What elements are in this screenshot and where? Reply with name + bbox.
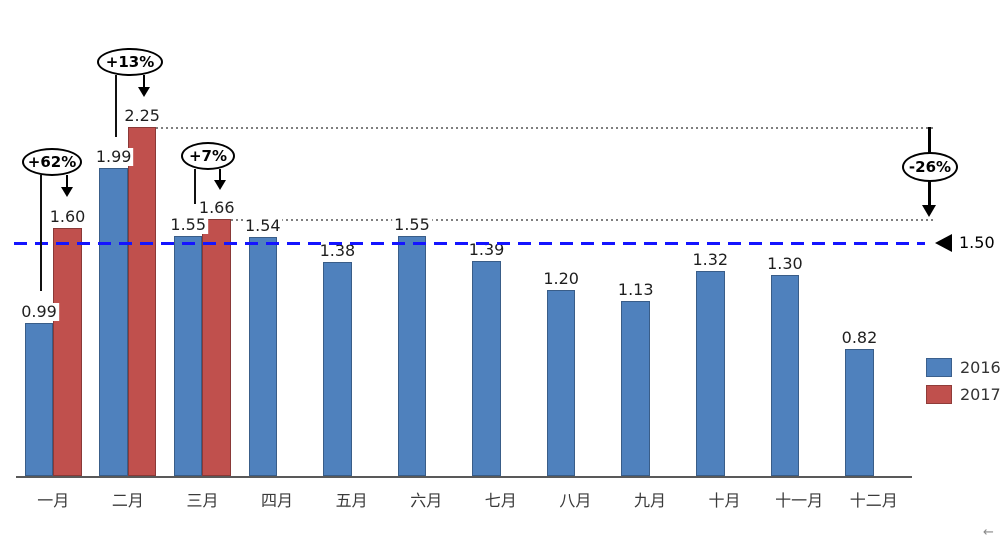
annotation-callout-plus13[interactable]: +13%: [97, 48, 163, 76]
x-axis-line: [16, 476, 912, 478]
legend-item-2016[interactable]: 2016: [926, 358, 1001, 377]
value-label: 1.20: [541, 269, 581, 288]
x-axis-label: 四月: [261, 491, 294, 510]
bar-2016-三月[interactable]: [173, 235, 203, 476]
value-label: 1.55: [168, 214, 209, 234]
x-axis-label: 六月: [410, 491, 443, 510]
x-axis-label: 八月: [559, 491, 592, 510]
x-axis-label: 二月: [111, 491, 144, 510]
annotation-callout-minus26[interactable]: -26%: [902, 152, 958, 182]
legend-label-2016: 2016: [960, 358, 1001, 377]
x-axis-label: 七月: [484, 491, 517, 510]
bar-2017-一月[interactable]: [53, 228, 82, 476]
bar-2016-九月[interactable]: [621, 300, 650, 476]
value-label: 0.82: [839, 327, 880, 347]
legend-swatch-2017: [926, 385, 952, 404]
value-label: 1.39: [466, 239, 507, 259]
x-axis-label: 九月: [633, 491, 666, 510]
bar-2017-三月[interactable]: [202, 218, 231, 476]
bar-2016-五月[interactable]: [323, 262, 352, 476]
down-arrow-icon: [61, 187, 73, 197]
bar-2016-二月[interactable]: [99, 167, 128, 476]
value-label: 1.38: [317, 241, 358, 261]
value-label: 1.32: [690, 250, 731, 270]
down-arrow-icon: [922, 205, 936, 217]
value-label: 2.25: [122, 106, 162, 126]
down-arrow-icon: [219, 169, 221, 181]
value-label: 1.99: [93, 146, 134, 166]
x-axis-label: 十一月: [775, 491, 824, 510]
bar-2016-六月[interactable]: [397, 235, 427, 476]
value-label: 0.99: [19, 301, 59, 321]
dotted-connector-line: [156, 127, 933, 130]
bar-2016-四月[interactable]: [248, 237, 278, 476]
legend-item-2017[interactable]: 2017: [926, 385, 1001, 404]
reference-marker-triangle-icon: [935, 234, 952, 252]
bar-2016-七月[interactable]: [472, 260, 501, 476]
bar-2016-十一月[interactable]: [770, 274, 800, 476]
reference-dashed-line: [14, 241, 925, 245]
scroll-arrow-icon[interactable]: ←: [983, 525, 994, 540]
legend: 2016 2017: [926, 358, 1001, 412]
callout-leader-line: [40, 175, 42, 291]
legend-swatch-2016: [926, 358, 952, 377]
x-axis-label: 一月: [37, 491, 70, 510]
x-axis-label: 十二月: [849, 491, 898, 510]
down-arrow-icon: [138, 87, 150, 97]
bar-2016-一月[interactable]: [24, 322, 54, 476]
legend-label-2017: 2017: [960, 385, 1001, 404]
bar-2016-八月[interactable]: [546, 290, 576, 476]
down-arrow-icon: [66, 175, 68, 188]
bar-2016-十二月[interactable]: [845, 348, 874, 476]
x-axis-label: 五月: [335, 491, 368, 510]
value-label: 1.13: [615, 279, 656, 299]
down-arrow-icon: [214, 180, 226, 190]
dotted-connector-line: [230, 218, 933, 221]
annotation-callout-plus7[interactable]: +7%: [181, 142, 235, 170]
down-arrow-icon: [143, 75, 145, 88]
x-axis-label: 三月: [186, 491, 219, 510]
bar-2016-十月[interactable]: [696, 271, 725, 476]
value-label: 1.60: [47, 207, 88, 226]
callout-leader-line: [194, 169, 196, 204]
reference-line-label: 1.50: [959, 233, 995, 252]
x-axis-label: 十月: [708, 491, 741, 510]
annotation-callout-plus62[interactable]: +62%: [22, 148, 82, 176]
value-label: 1.54: [242, 216, 283, 236]
value-label: 1.30: [765, 253, 805, 273]
bar-2017-二月[interactable]: [127, 127, 157, 476]
value-label: 1.55: [392, 214, 432, 234]
value-label: 1.66: [196, 197, 237, 217]
callout-leader-line: [115, 75, 117, 137]
